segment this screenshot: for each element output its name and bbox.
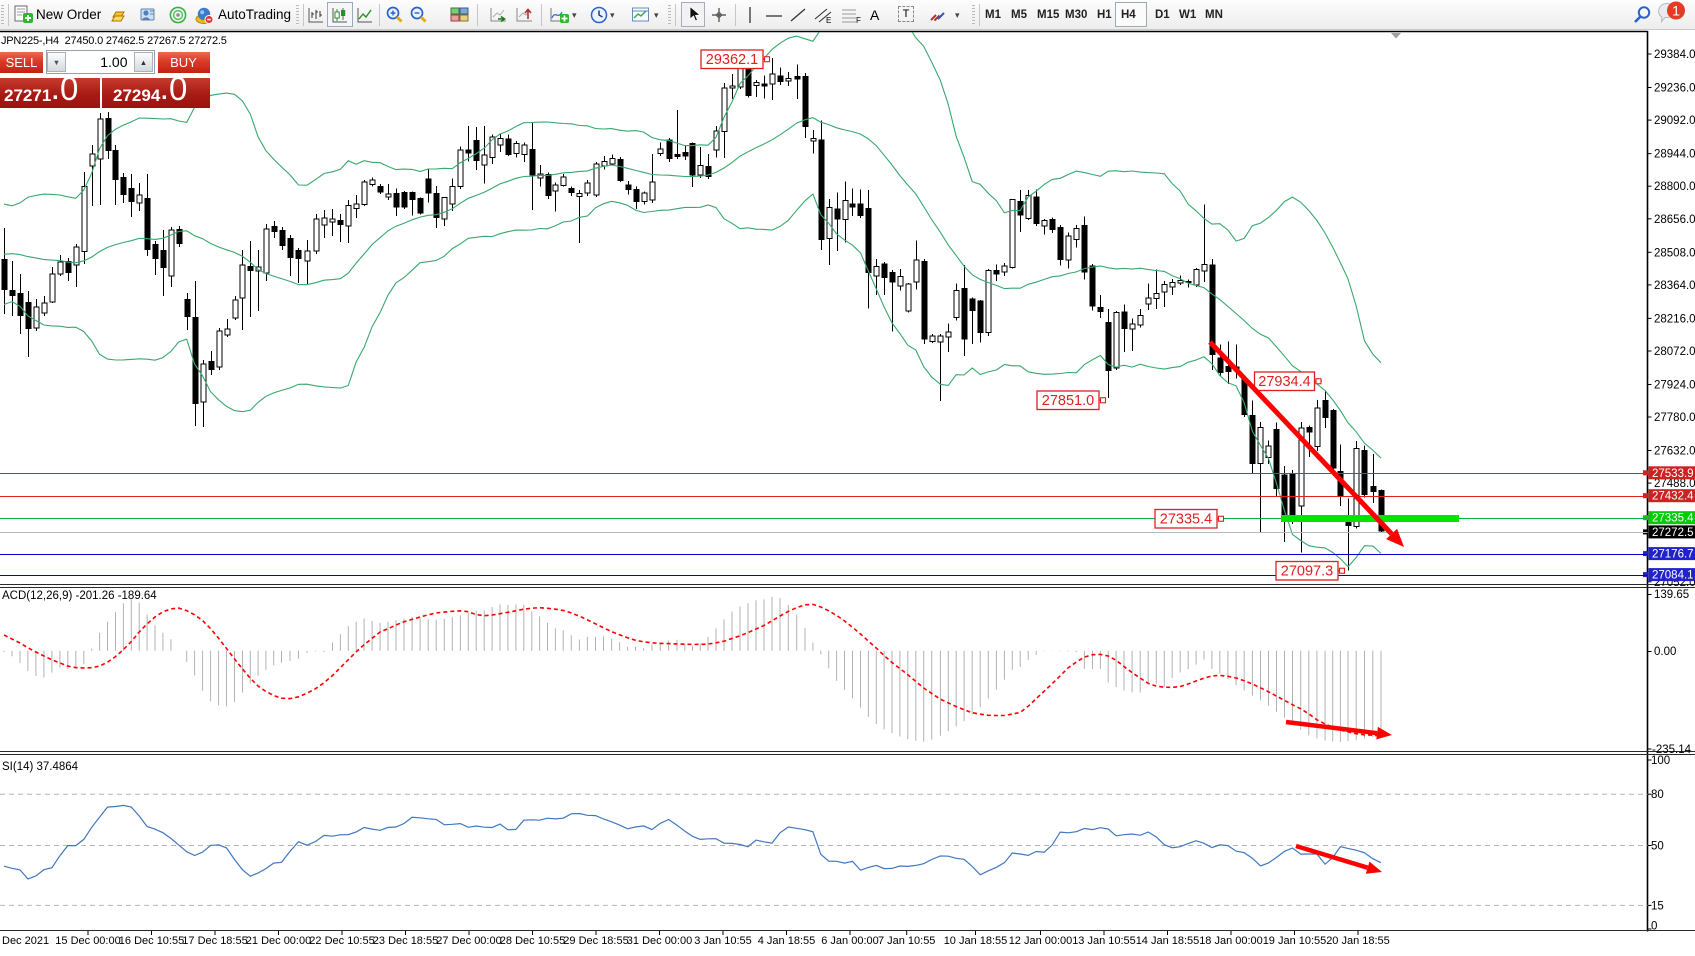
svg-text:6 Jan 00:00: 6 Jan 00:00 [821, 935, 879, 947]
svg-text:27851.0: 27851.0 [1042, 393, 1094, 409]
svg-text:100: 100 [1651, 755, 1670, 767]
svg-text:E: E [826, 16, 831, 24]
svg-text:14 Jan 18:55: 14 Jan 18:55 [1136, 935, 1200, 947]
svg-text:0.00: 0.00 [1654, 646, 1676, 658]
svg-text:28 Dec 10:55: 28 Dec 10:55 [500, 935, 565, 947]
svg-text:16 Dec 10:55: 16 Dec 10:55 [119, 935, 184, 947]
svg-text:139.65: 139.65 [1654, 589, 1689, 601]
svg-text:3 Jan 10:55: 3 Jan 10:55 [694, 935, 752, 947]
svg-text:28508.0: 28508.0 [1654, 247, 1695, 259]
svg-text:28944.0: 28944.0 [1654, 149, 1695, 161]
svg-text:19 Jan 10:55: 19 Jan 10:55 [1263, 935, 1327, 947]
svg-text:27084.1: 27084.1 [1652, 570, 1694, 582]
svg-text:27176.7: 27176.7 [1652, 549, 1694, 561]
svg-text:27632.0: 27632.0 [1654, 446, 1695, 458]
svg-text:28072.0: 28072.0 [1654, 346, 1695, 358]
svg-text:28656.0: 28656.0 [1654, 214, 1695, 226]
svg-text:Dec 2021: Dec 2021 [2, 935, 49, 947]
svg-text:28800.0: 28800.0 [1654, 181, 1695, 193]
svg-text:27533.9: 27533.9 [1652, 468, 1694, 480]
svg-text:27097.3: 27097.3 [1281, 564, 1333, 580]
svg-text:29092.0: 29092.0 [1654, 115, 1695, 127]
svg-text:0: 0 [1651, 921, 1657, 933]
svg-text:F: F [856, 16, 861, 24]
svg-text:4 Jan 18:55: 4 Jan 18:55 [758, 935, 816, 947]
svg-text:17 Dec 18:55: 17 Dec 18:55 [182, 935, 247, 947]
svg-text:SI(14) 37.4864: SI(14) 37.4864 [2, 761, 79, 773]
svg-text:20 Jan 18:55: 20 Jan 18:55 [1326, 935, 1390, 947]
svg-text:23 Dec 18:55: 23 Dec 18:55 [373, 935, 438, 947]
svg-text:27780.0: 27780.0 [1654, 412, 1695, 424]
svg-text:28364.0: 28364.0 [1654, 280, 1695, 292]
svg-text:21 Dec 00:00: 21 Dec 00:00 [246, 935, 311, 947]
svg-text:13 Jan 10:55: 13 Jan 10:55 [1072, 935, 1136, 947]
svg-text:29236.0: 29236.0 [1654, 83, 1695, 95]
svg-text:12 Jan 00:00: 12 Jan 00:00 [1009, 935, 1073, 947]
svg-text:15: 15 [1651, 900, 1664, 912]
svg-text:27924.0: 27924.0 [1654, 380, 1695, 392]
svg-text:1: 1 [1672, 3, 1680, 19]
svg-text:29362.1: 29362.1 [706, 52, 758, 68]
svg-text:7 Jan 10:55: 7 Jan 10:55 [878, 935, 936, 947]
svg-text:29384.0: 29384.0 [1654, 49, 1695, 61]
svg-text:31 Dec 00:00: 31 Dec 00:00 [627, 935, 692, 947]
svg-text:27272.5: 27272.5 [1652, 527, 1694, 539]
svg-text:28216.0: 28216.0 [1654, 313, 1695, 325]
svg-text:27335.4: 27335.4 [1160, 512, 1212, 528]
svg-text:29 Dec 18:55: 29 Dec 18:55 [563, 935, 628, 947]
svg-text:27335.4: 27335.4 [1652, 513, 1694, 525]
svg-text:27934.4: 27934.4 [1258, 374, 1310, 390]
svg-text:80: 80 [1651, 789, 1664, 801]
svg-text:27432.4: 27432.4 [1652, 491, 1694, 503]
svg-text:22 Dec 10:55: 22 Dec 10:55 [309, 935, 374, 947]
svg-text:27488.0: 27488.0 [1654, 478, 1695, 490]
svg-text:18 Jan 00:00: 18 Jan 00:00 [1199, 935, 1263, 947]
svg-text:27 Dec 00:00: 27 Dec 00:00 [436, 935, 501, 947]
svg-text:50: 50 [1651, 841, 1664, 853]
svg-text:ACD(12,26,9) -201.26 -189.64: ACD(12,26,9) -201.26 -189.64 [2, 590, 157, 602]
svg-text:15 Dec 00:00: 15 Dec 00:00 [55, 935, 120, 947]
svg-text:10 Jan 18:55: 10 Jan 18:55 [944, 935, 1008, 947]
